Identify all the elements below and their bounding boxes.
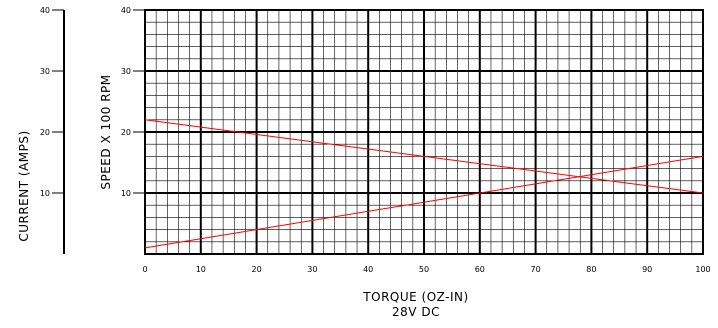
x-tick-label: 50 [419, 265, 429, 274]
series-layer [144, 119, 704, 249]
x-tick-label: 40 [363, 265, 373, 274]
x-tick-label: 80 [586, 265, 596, 274]
series-line-1 [144, 119, 704, 194]
x-axis-subtitle: 28V DC [392, 305, 440, 319]
current-axis-title: CURRENT (AMPS) [17, 130, 31, 241]
x-tick-label: 20 [252, 265, 262, 274]
current-tick-label: 10 [40, 189, 50, 198]
y-tick-labels: 40 30 20 10 [121, 6, 145, 198]
x-axis-title: TORQUE (OZ-IN) [362, 290, 468, 304]
x-tick-label: 60 [475, 265, 485, 274]
current-tick-labels: 40 30 20 10 [40, 6, 50, 198]
x-tick-label: 0 [142, 265, 147, 274]
x-tick-label: 10 [196, 265, 206, 274]
current-tick-label: 30 [40, 67, 50, 76]
y-tick-label: 20 [121, 128, 131, 137]
x-tick-label: 100 [695, 265, 710, 274]
series-line-2 [144, 155, 704, 249]
current-tick-label: 20 [40, 128, 50, 137]
x-tick-label: 70 [531, 265, 541, 274]
x-tick-label: 30 [307, 265, 317, 274]
x-tick-label: 90 [642, 265, 652, 274]
y-tick-label: 40 [121, 6, 131, 15]
y-tick-label: 30 [121, 67, 131, 76]
y-tick-label: 10 [121, 189, 131, 198]
current-axis [52, 9, 65, 254]
x-tick-labels: 0 10 20 30 40 50 60 70 80 90 100 [142, 265, 710, 274]
speed-axis-title: SPEED X 100 RPM [99, 74, 113, 189]
current-tick-label: 40 [40, 6, 50, 15]
